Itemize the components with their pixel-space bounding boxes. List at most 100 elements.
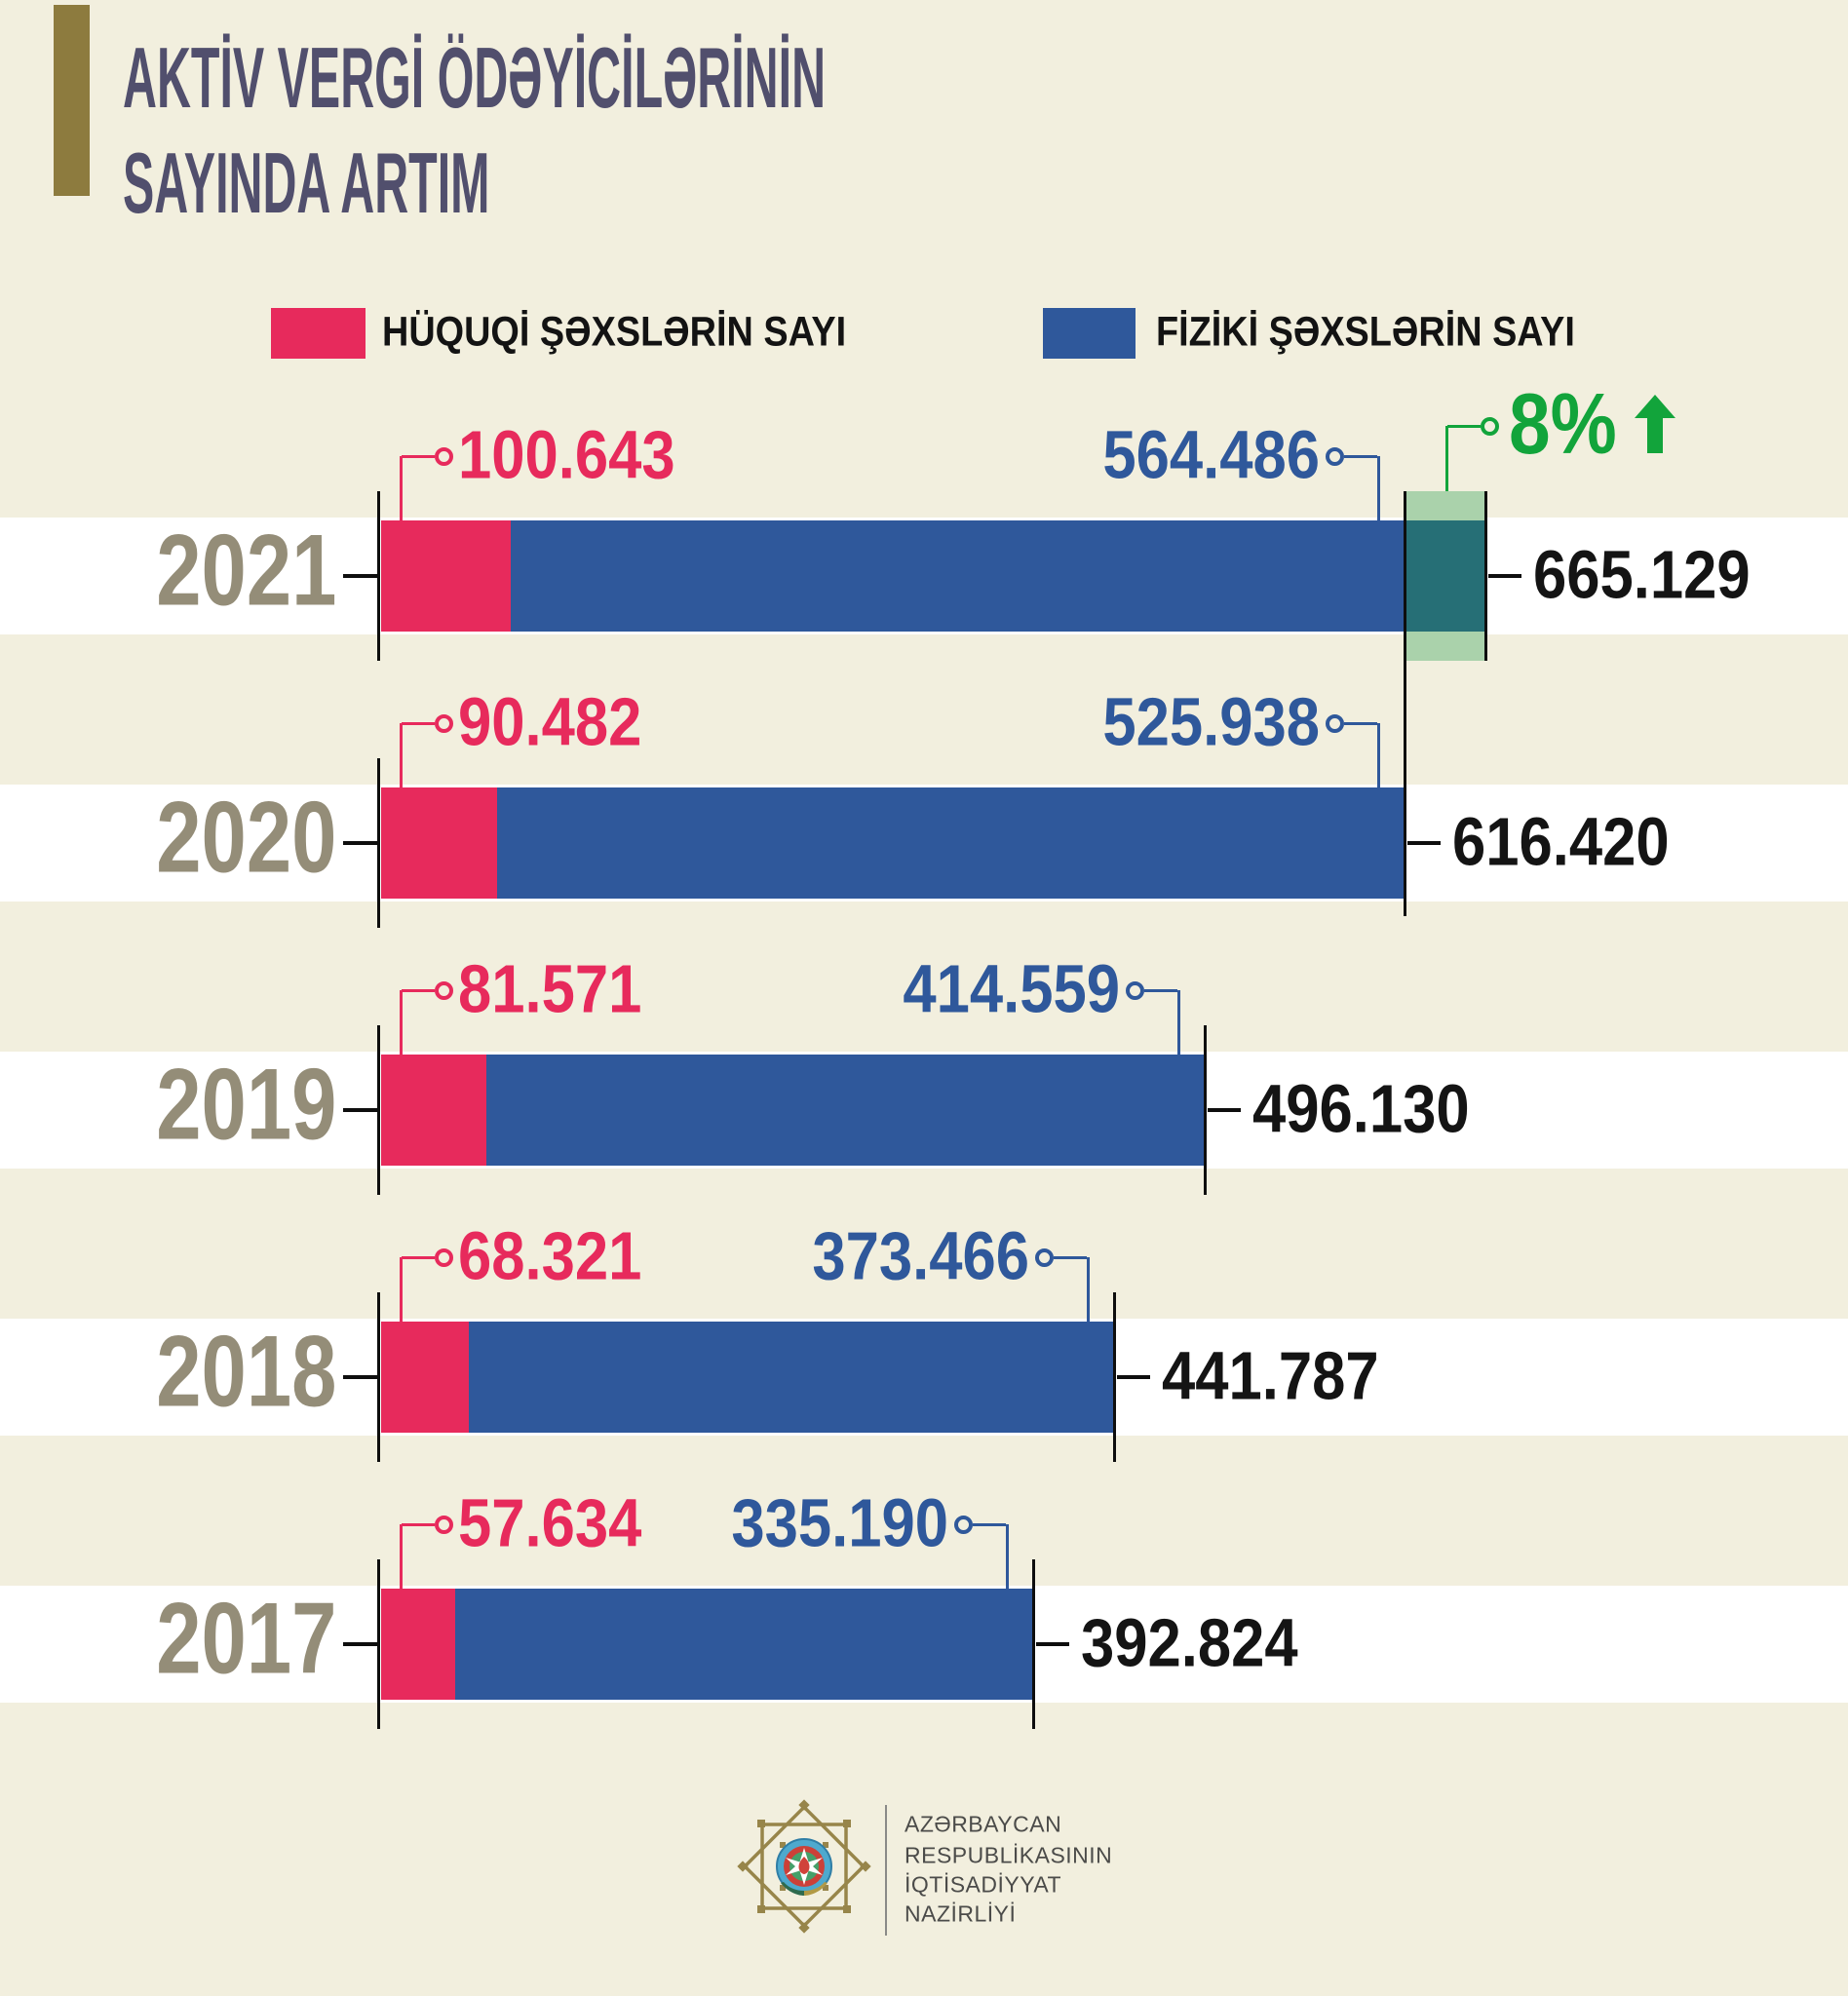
total-label: 441.787 [1162, 1337, 1379, 1414]
callout-line [1054, 1255, 1087, 1259]
bar-end-whisker [1113, 1292, 1116, 1462]
bar-segment-fiziki [455, 1589, 1034, 1700]
value-label-fiziki: 525.938 [1102, 683, 1320, 760]
value-label-fiziki: 373.466 [812, 1217, 1029, 1294]
growth-up-arrow-icon [1635, 394, 1676, 453]
callout-line [400, 1257, 403, 1322]
callout-line [1377, 456, 1380, 520]
value-label-huquqi: 81.571 [458, 950, 642, 1027]
year-label: 2020 [155, 781, 336, 895]
callout-line [400, 990, 403, 1055]
bar-segment-huquqi [381, 1589, 455, 1700]
callout-line [1144, 988, 1177, 992]
bar-segment-huquqi [381, 787, 497, 899]
bar-start-whisker [377, 758, 380, 928]
bar-segment-huquqi [381, 1055, 486, 1166]
bar-end-whisker [1204, 1025, 1207, 1195]
year-tick [343, 574, 377, 578]
value-label-huquqi: 57.634 [458, 1484, 642, 1561]
callout-ring [1326, 713, 1344, 733]
callout-line [400, 456, 403, 520]
callout-line [400, 1524, 403, 1589]
callout-line [973, 1522, 1006, 1526]
callout-ring [435, 1515, 453, 1534]
legend-swatch-fiziki [1043, 308, 1136, 359]
year-tick [343, 1375, 377, 1379]
state-emblem-icon [776, 1838, 832, 1896]
legend-label-fiziki: FİZİKİ ŞƏXSLƏRİN SAYI [1156, 308, 1575, 356]
callout-ring [435, 713, 453, 733]
growth-badge: 8% [1509, 374, 1676, 474]
bar-start-whisker [377, 1559, 380, 1729]
value-label-huquqi: 90.482 [458, 683, 642, 760]
bar-segment-fiziki [497, 787, 1405, 899]
total-tick [1036, 1642, 1069, 1646]
footer-org-line: İQTİSADİYYAT [905, 1871, 1062, 1898]
callout-ring [1326, 446, 1344, 466]
growth-percent-label: 8% [1509, 374, 1617, 472]
growth-highlight-dark [1405, 520, 1486, 632]
callout-line [1177, 990, 1180, 1055]
bar-start-whisker [377, 491, 380, 661]
callout-line [1087, 1257, 1090, 1322]
bar-end-whisker [1404, 491, 1406, 916]
ministry-logo-ornament-icon [737, 1799, 871, 1934]
year-label: 2018 [155, 1315, 336, 1429]
callout-line [1377, 723, 1380, 787]
page-title-line2: SAYINDA ARTIM [123, 134, 490, 231]
callout-line [402, 988, 435, 992]
callout-ring [1035, 1248, 1054, 1267]
total-label: 665.129 [1533, 536, 1751, 613]
bar-segment-fiziki [511, 520, 1405, 632]
total-tick [1488, 574, 1521, 578]
footer-divider [885, 1805, 887, 1936]
legend-label-huquqi: HÜQUQİ ŞƏXSLƏRİN SAYI [382, 308, 847, 356]
total-tick [1407, 841, 1441, 845]
footer-org-line: AZƏRBAYCAN [905, 1811, 1062, 1837]
year-label: 2019 [155, 1048, 336, 1162]
total-tick [1117, 1375, 1150, 1379]
footer-org-line: RESPUBLİKASININ [905, 1842, 1113, 1868]
callout-line [402, 1522, 435, 1526]
total-label: 616.420 [1452, 803, 1670, 880]
page-title-line1: AKTİV VERGİ ÖDƏYİCİLƏRİNİN [123, 29, 827, 126]
callout-ring [954, 1515, 973, 1534]
callout-line [402, 454, 435, 458]
total-tick [1208, 1108, 1241, 1112]
bar-end-whisker [1032, 1559, 1035, 1729]
callout-line [402, 1255, 435, 1259]
bar-start-whisker [377, 1025, 380, 1195]
year-label: 2021 [155, 514, 336, 628]
callout-line [1344, 721, 1377, 725]
title-accent-bar [54, 5, 90, 196]
bar-segment-fiziki [469, 1322, 1115, 1433]
value-label-huquqi: 68.321 [458, 1217, 642, 1294]
bar-segment-fiziki [486, 1055, 1206, 1166]
callout-ring [435, 1248, 453, 1267]
bar-segment-huquqi [381, 1322, 469, 1433]
year-tick [343, 841, 377, 845]
value-label-fiziki: 335.190 [731, 1484, 948, 1561]
bar-end-whisker [1484, 491, 1487, 661]
total-label: 496.130 [1252, 1070, 1470, 1147]
bar-segment-huquqi [381, 520, 511, 632]
year-label: 2017 [155, 1582, 336, 1696]
callout-line [1006, 1524, 1009, 1589]
value-label-fiziki: 564.486 [1102, 416, 1320, 493]
callout-line [400, 723, 403, 787]
callout-ring [1481, 416, 1499, 436]
value-label-fiziki: 414.559 [903, 950, 1120, 1027]
bar-start-whisker [377, 1292, 380, 1462]
footer-org-line: NAZİRLİYİ [905, 1900, 1017, 1927]
callout-ring [435, 980, 453, 1000]
callout-line [1445, 426, 1448, 491]
callout-line [402, 721, 435, 725]
callout-ring [1126, 980, 1144, 1000]
callout-ring [435, 446, 453, 466]
value-label-huquqi: 100.643 [458, 416, 675, 493]
legend-swatch-huquqi [271, 308, 366, 359]
year-tick [343, 1642, 377, 1646]
callout-line [1447, 424, 1481, 428]
callout-line [1344, 454, 1377, 458]
total-label: 392.824 [1081, 1604, 1298, 1681]
